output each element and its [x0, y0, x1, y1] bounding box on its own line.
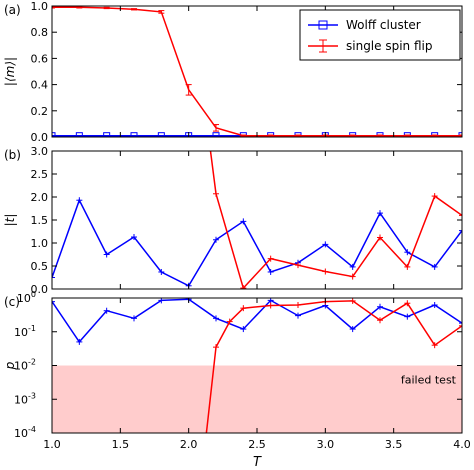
legend: Wolff cluster single spin flip	[299, 9, 461, 61]
failed-test-region	[52, 365, 462, 433]
y-axis-label: |t|	[3, 214, 17, 227]
wolff-cluster-point	[130, 132, 138, 137]
failed-test-label: failed test	[401, 374, 457, 387]
y-tick-label: 1.0	[31, 237, 49, 250]
axes-frame	[51, 150, 463, 290]
y-tick-label: 0.6	[31, 52, 49, 65]
panel-label: (a)	[4, 3, 21, 17]
legend-entry-label: single spin flip	[346, 39, 432, 53]
y-axis-label: |⟨m⟩|	[3, 57, 17, 86]
y-tick-label: 0.0	[31, 131, 49, 144]
wolff-cluster-point	[52, 132, 56, 137]
panel-label: (c)	[4, 295, 20, 309]
y-tick-exponent: 0	[31, 290, 36, 299]
x-axis-label: T	[253, 455, 262, 470]
chart-layer: 0.0 0.2 0.4 0.6 0.8 1.0 (a) |⟨m⟩| Wolff cluster s…	[3, 0, 471, 470]
y-tick-label: 10-1	[14, 324, 36, 339]
y-tick-exponent: -3	[28, 391, 36, 400]
y-tick-label: 0.0	[31, 283, 49, 296]
y-tick-label: 2.5	[31, 168, 49, 181]
y-tick-label: 1.5	[31, 214, 49, 227]
y-tick-label: 0.4	[31, 79, 49, 92]
y-tick-label: 1.0	[31, 0, 49, 13]
y-tick-label: 0.2	[31, 105, 49, 118]
x-tick-label: 2.5	[248, 438, 266, 451]
y-tick-label: 10-3	[14, 391, 36, 406]
y-tick-exponent: -1	[28, 324, 36, 333]
panel-2: 0.0 0.5 1.0 1.5 2.0 2.5 3.0 (b) |t|	[3, 145, 463, 296]
plot-area	[52, 151, 462, 289]
wolff-cluster-point	[103, 132, 111, 137]
wolff-cluster-line	[52, 298, 462, 344]
y-tick-label: 3.0	[31, 145, 49, 158]
y-tick-exponent: -2	[28, 358, 36, 367]
wolff-cluster-point	[75, 132, 83, 137]
y-tick-label: 10-4	[14, 425, 36, 440]
legend-entry-label: Wolff cluster	[346, 18, 421, 32]
legend-swatch-marker	[318, 20, 328, 30]
x-tick-label: 1.5	[112, 438, 130, 451]
y-tick-label: 10-2	[14, 358, 36, 373]
panel-3: failed test 1.0 1.5 2.0 2.5 3.0 3.5 4.0 10-4 10-3…	[3, 290, 471, 470]
y-axis-label: p	[3, 361, 17, 370]
panel-label: (b)	[4, 148, 21, 162]
wolff-cluster-point	[212, 132, 220, 137]
x-tick-label: 1.0	[43, 438, 61, 451]
y-tick-label: 2.0	[31, 191, 49, 204]
y-tick-exponent: -4	[28, 425, 36, 434]
x-tick-label: 3.0	[317, 438, 335, 451]
y-tick-label: 0.5	[31, 260, 49, 273]
y-tick-label: 0.8	[31, 26, 49, 39]
panel-1: 0.0 0.2 0.4 0.6 0.8 1.0 (a) |⟨m⟩| Wolff cluster s…	[3, 0, 463, 144]
wolff-cluster-point	[157, 132, 165, 137]
x-tick-label: 4.0	[453, 438, 471, 451]
wolff-cluster-line	[52, 198, 462, 287]
single-spin-flip-line	[209, 151, 462, 289]
x-tick-label: 3.5	[385, 438, 403, 451]
single-spin-flip-line	[205, 300, 462, 433]
x-tick-label: 2.0	[180, 438, 198, 451]
